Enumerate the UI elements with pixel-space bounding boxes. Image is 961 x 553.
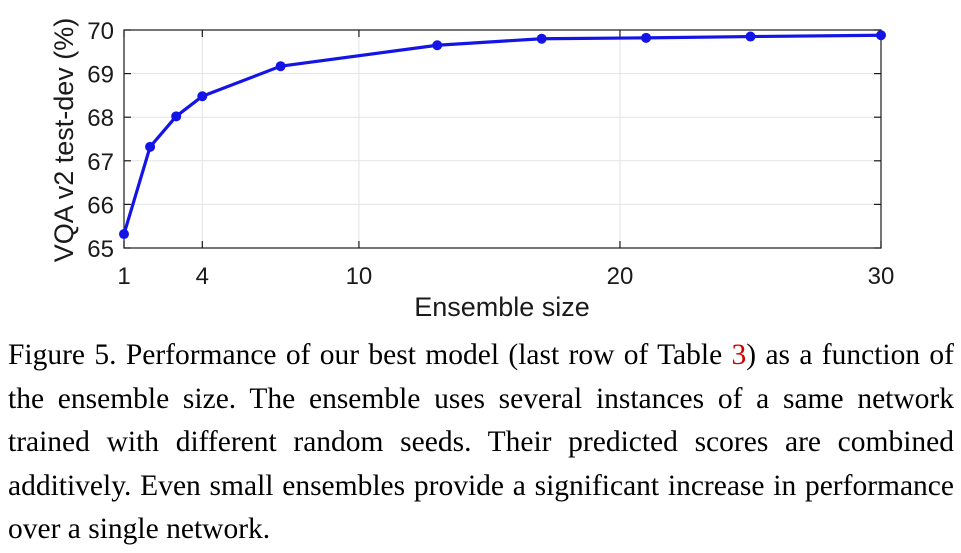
series-line	[122, 33, 882, 235]
grid	[123, 29, 882, 249]
y-tick-label: 68	[87, 105, 114, 132]
data-point	[641, 32, 652, 43]
figure-caption: Figure 5. Performance of our best model …	[8, 334, 954, 552]
data-point	[432, 40, 443, 51]
plot-frame	[123, 29, 882, 249]
caption-suffix: ) as a function of the ensemble size. Th…	[8, 339, 955, 545]
data-point	[145, 141, 156, 152]
y-tick-label: 70	[87, 18, 114, 45]
y-tick-label: 67	[87, 149, 114, 176]
data-point	[876, 30, 886, 41]
data-point	[119, 229, 129, 240]
y-tick-label: 65	[87, 236, 114, 263]
y-axis-label: VQA v2 test-dev (%)	[49, 18, 79, 263]
caption-prefix: Figure 5. Performance of our best model …	[8, 339, 732, 371]
x-tick-label: 10	[346, 263, 373, 290]
line-chart: 65 66 67 68 69 70 1 4 10 20 30 Ensemble size VQA v…	[49, 18, 894, 322]
data-point	[745, 31, 756, 42]
data-point	[275, 61, 286, 72]
data-point	[197, 91, 208, 102]
x-tick-label: 1	[117, 263, 130, 290]
data-point	[171, 111, 182, 122]
series	[119, 30, 886, 240]
y-tick-label: 66	[87, 192, 114, 219]
data-point	[536, 33, 547, 44]
table-reference-link[interactable]: 3	[731, 339, 747, 371]
y-tick-label: 69	[87, 62, 114, 89]
axis-ticks: 65 66 67 68 69 70 1 4 10 20 30	[87, 18, 894, 290]
x-axis-label: Ensemble size	[414, 292, 590, 322]
x-tick-label: 20	[607, 263, 634, 290]
x-tick-label: 4	[196, 263, 209, 290]
x-tick-label: 30	[868, 263, 895, 290]
